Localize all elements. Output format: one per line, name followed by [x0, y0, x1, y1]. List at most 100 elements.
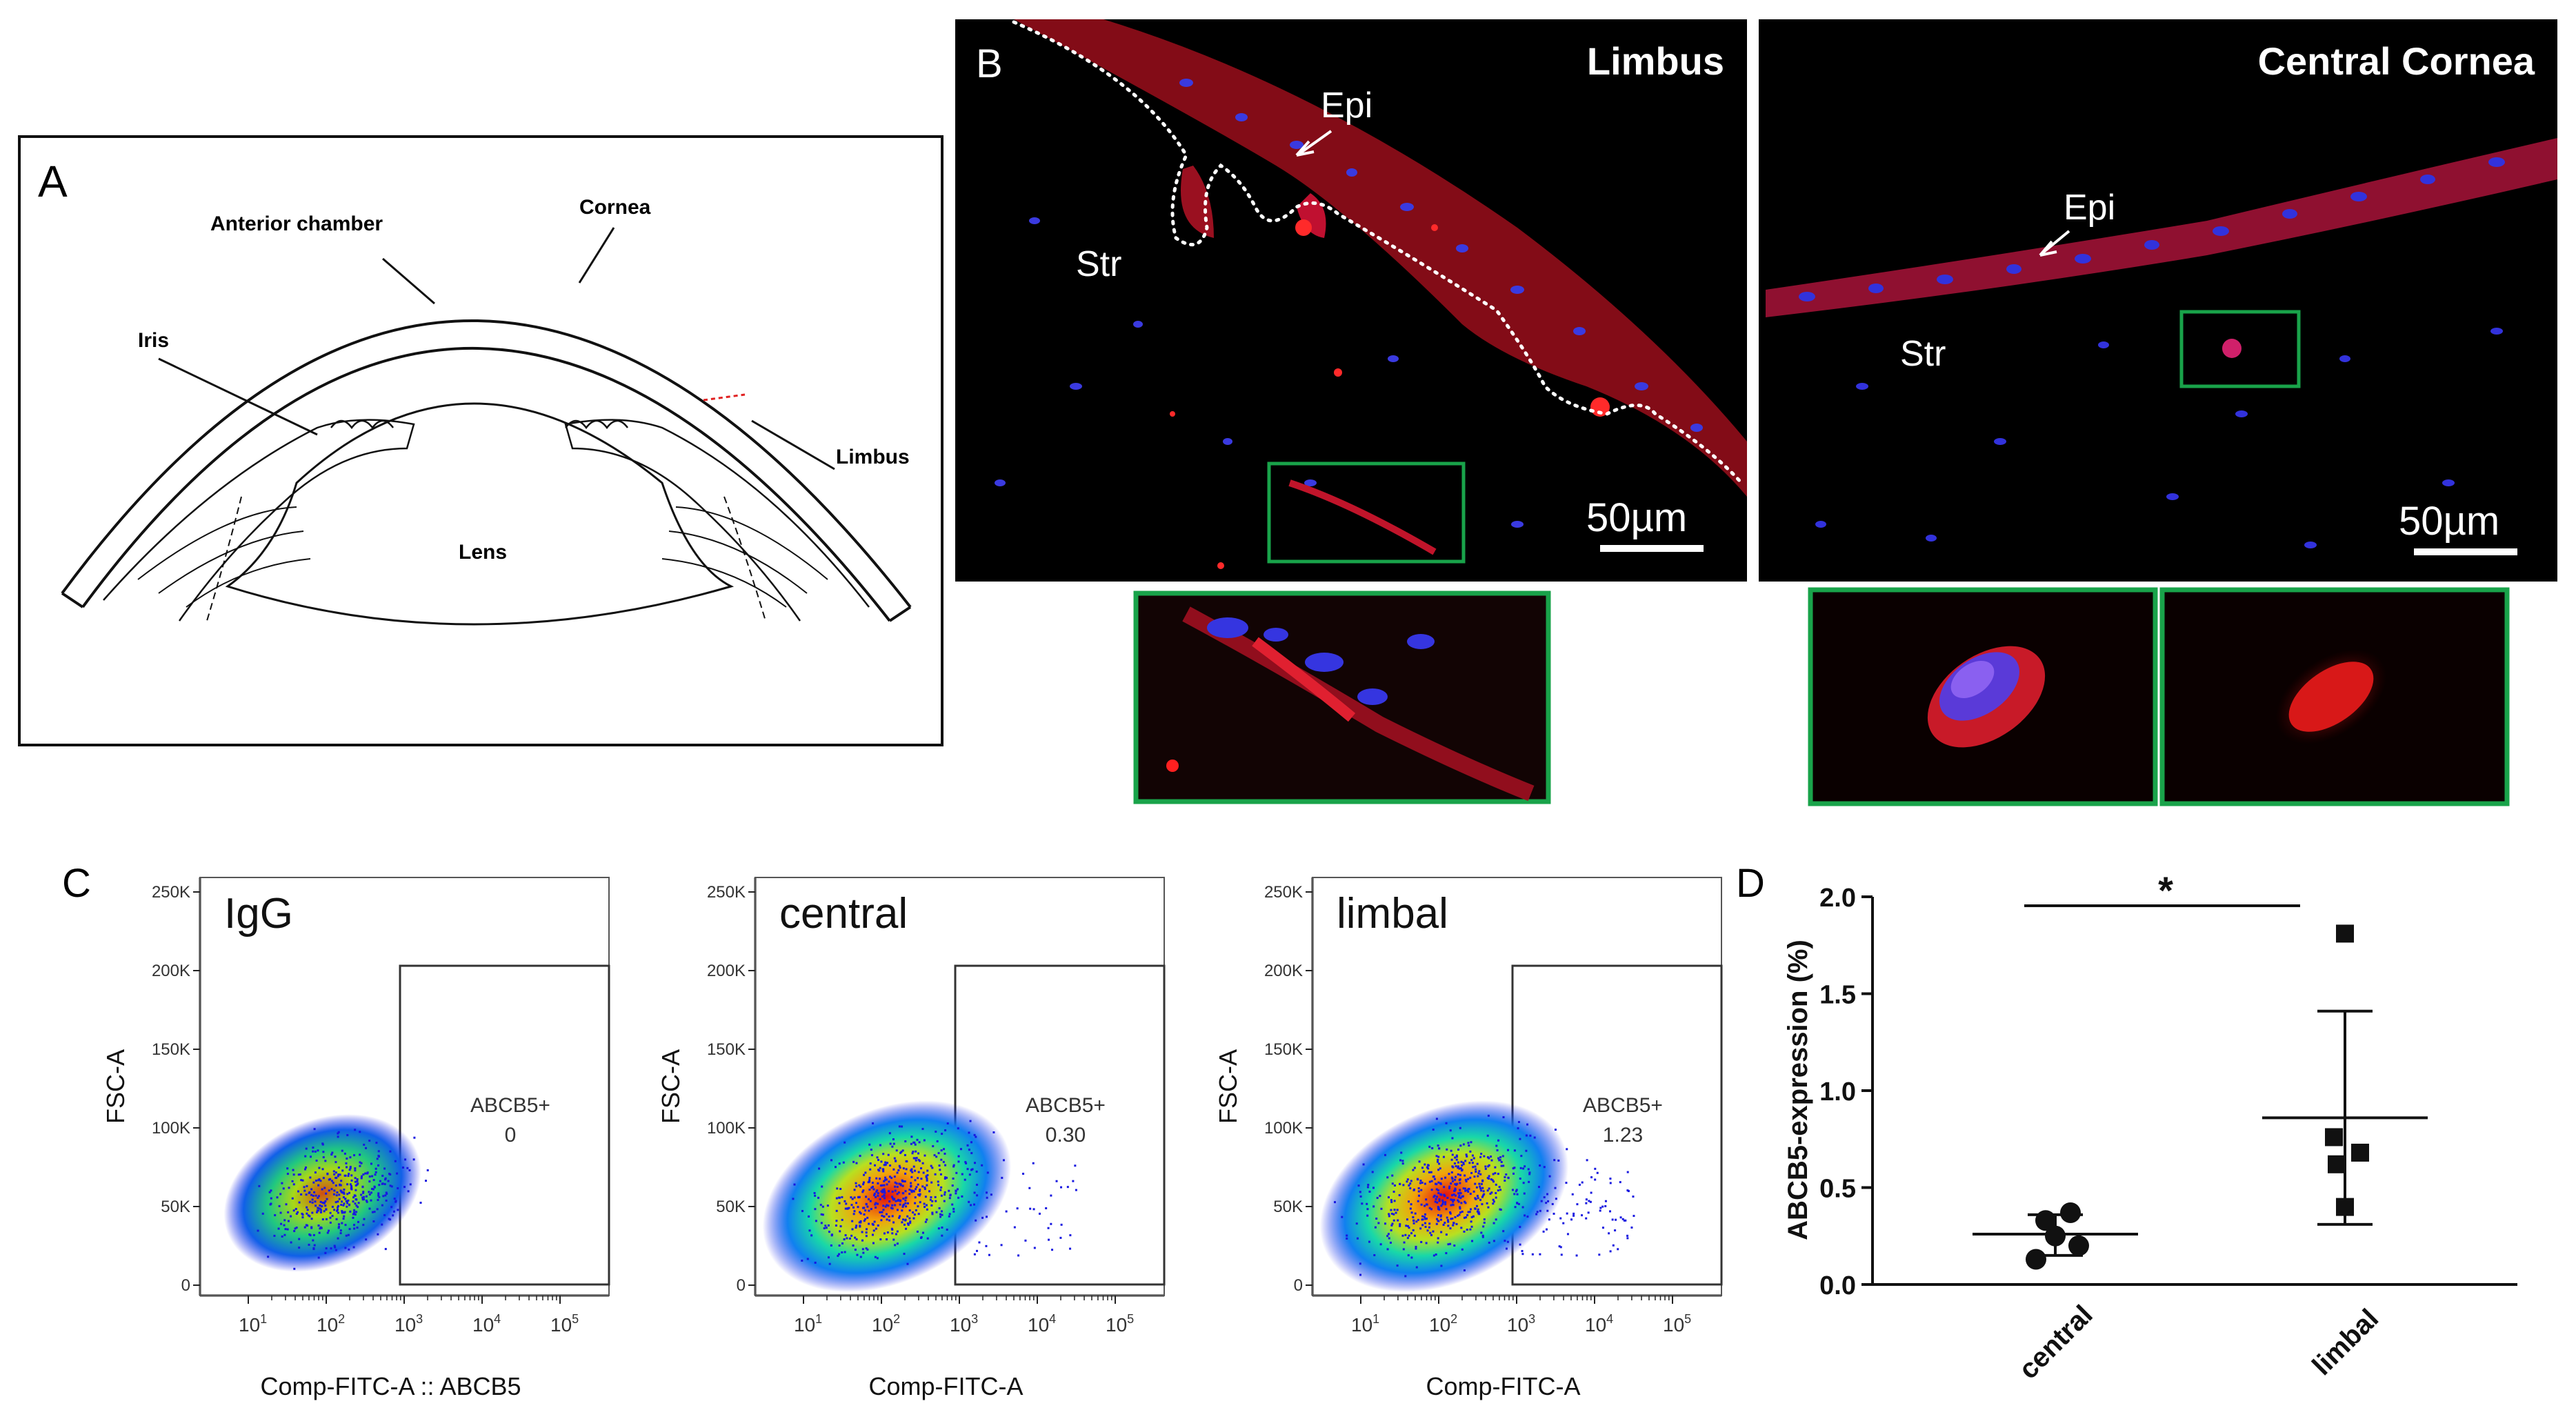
facs-event-dot	[1459, 1189, 1461, 1191]
facs-event-dot	[845, 1202, 848, 1205]
facs-event-dot	[902, 1198, 905, 1200]
facs-event-dot	[890, 1207, 892, 1209]
facs-event-dot	[280, 1222, 283, 1225]
facs-event-dot	[898, 1164, 901, 1167]
facs-event-dot	[385, 1199, 388, 1202]
facs-event-dot	[360, 1177, 363, 1180]
facs-event-dot	[1522, 1167, 1525, 1170]
facs-event-dot	[352, 1213, 355, 1215]
facs-event-dot	[1477, 1211, 1480, 1213]
facs-event-dot	[1506, 1240, 1509, 1243]
facs-event-dot	[284, 1228, 287, 1231]
facs-event-dot	[377, 1150, 380, 1153]
facs-event-dot	[859, 1225, 861, 1228]
facs-event-dot	[1428, 1171, 1430, 1173]
facs-event-dot	[348, 1248, 350, 1251]
facs-event-dot	[910, 1175, 913, 1178]
facs-event-dot	[868, 1180, 871, 1182]
facs-event-dot	[916, 1138, 919, 1141]
facs-gate-event-dot	[978, 1241, 981, 1244]
facs-event-dot	[291, 1180, 294, 1182]
facs-event-dot	[871, 1233, 874, 1236]
facs-event-dot	[881, 1211, 883, 1213]
facs-event-dot	[886, 1183, 888, 1186]
facs-event-dot	[1432, 1175, 1435, 1178]
facs-event-dot	[1515, 1189, 1518, 1191]
facs-event-dot	[1505, 1247, 1508, 1250]
facs-event-dot	[318, 1167, 321, 1169]
facs-event-dot	[895, 1182, 898, 1185]
facs-gate-event-dot	[1624, 1219, 1627, 1222]
facs-event-dot	[356, 1180, 359, 1182]
facs-gate-event-dot	[1611, 1218, 1614, 1221]
facs-event-dot	[407, 1190, 410, 1193]
facs-event-dot	[1415, 1266, 1418, 1269]
facs-event-dot	[283, 1219, 286, 1222]
facs-event-dot	[892, 1197, 895, 1200]
facs-event-dot	[1466, 1189, 1469, 1191]
facs-event-dot	[384, 1194, 387, 1197]
facs-event-dot	[1477, 1208, 1479, 1211]
facs-event-dot	[1448, 1173, 1450, 1175]
facs-event-dot	[869, 1168, 872, 1171]
facs-event-dot	[910, 1168, 913, 1171]
facs-event-dot	[868, 1143, 871, 1146]
facs-event-dot	[279, 1193, 282, 1195]
facs-event-dot	[1390, 1209, 1392, 1211]
facs-event-dot	[330, 1153, 333, 1156]
limbus-micrograph	[955, 19, 1747, 582]
facs-event-dot	[937, 1180, 939, 1183]
facs-event-dot	[921, 1185, 924, 1188]
facs-gate-event-dot	[1552, 1212, 1555, 1215]
facs-event-dot	[813, 1192, 816, 1195]
facs-gate-event-dot	[1017, 1254, 1020, 1257]
facs-event-dot	[828, 1231, 830, 1233]
facs-event-dot	[1435, 1155, 1438, 1158]
facs-event-dot	[1435, 1183, 1438, 1186]
facs-event-dot	[1447, 1220, 1450, 1223]
facs-event-dot	[329, 1178, 332, 1180]
facs-event-dot	[314, 1204, 317, 1207]
facs-gate-event-dot	[1032, 1162, 1035, 1164]
facs-event-dot	[362, 1224, 365, 1227]
facs-event-dot	[925, 1204, 928, 1207]
facs-y-tick-label: 250K	[1264, 883, 1303, 902]
facs-event-dot	[877, 1182, 879, 1184]
facs-event-dot	[349, 1167, 352, 1169]
facs-event-dot	[314, 1150, 317, 1153]
facs-event-dot	[1525, 1134, 1528, 1137]
cornea-outer-line	[61, 319, 912, 608]
facs-event-dot	[331, 1205, 334, 1208]
facs-event-dot	[965, 1162, 968, 1164]
facs-event-dot	[930, 1204, 933, 1207]
facs-event-dot	[1479, 1155, 1482, 1158]
facs-event-dot	[1406, 1237, 1409, 1240]
facs-x-label: Comp-FITC-A :: ABCB5	[260, 1372, 521, 1400]
facs-event-dot	[321, 1218, 324, 1221]
facs-event-dot	[1408, 1227, 1410, 1229]
facs-event-dot	[850, 1196, 852, 1199]
facs-event-dot	[1474, 1182, 1477, 1185]
facs-event-dot	[270, 1189, 272, 1192]
facs-event-dot	[303, 1189, 306, 1192]
facs-event-dot	[872, 1188, 875, 1191]
facs-event-dot	[401, 1167, 404, 1169]
facs-event-dot	[1387, 1233, 1390, 1236]
facs-gate-event-dot	[1537, 1186, 1540, 1189]
facs-event-dot	[325, 1208, 328, 1211]
facs-gate-event-dot	[1048, 1238, 1050, 1241]
facs-event-dot	[879, 1178, 881, 1180]
facs-event-dot	[864, 1209, 867, 1212]
facs-event-dot	[1494, 1172, 1497, 1175]
facs-y-tick-label: 100K	[1264, 1119, 1303, 1138]
facs-event-dot	[1465, 1153, 1468, 1156]
facs-gate-event-dot	[1626, 1189, 1629, 1192]
facs-event-dot	[1368, 1240, 1370, 1243]
facs-event-dot	[879, 1167, 881, 1169]
facs-event-dot	[876, 1189, 879, 1192]
facs-event-dot	[1412, 1222, 1415, 1224]
facs-event-dot	[941, 1226, 943, 1229]
facs-event-dot	[1468, 1144, 1470, 1147]
facs-event-dot	[360, 1193, 363, 1196]
facs-event-dot	[872, 1229, 875, 1232]
